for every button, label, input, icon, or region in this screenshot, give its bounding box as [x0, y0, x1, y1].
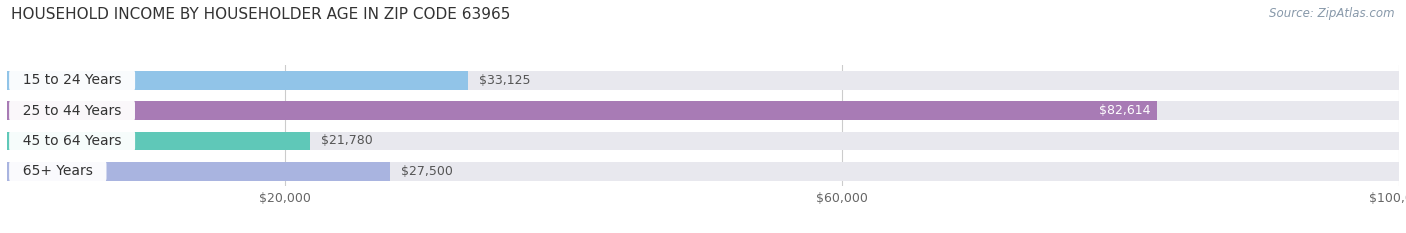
Bar: [7, 71, 1399, 90]
Bar: [7, 101, 1399, 120]
Text: HOUSEHOLD INCOME BY HOUSEHOLDER AGE IN ZIP CODE 63965: HOUSEHOLD INCOME BY HOUSEHOLDER AGE IN Z…: [11, 7, 510, 22]
Text: $21,780: $21,780: [322, 134, 373, 147]
Bar: [7, 71, 468, 90]
Text: Source: ZipAtlas.com: Source: ZipAtlas.com: [1270, 7, 1395, 20]
Bar: [7, 162, 1399, 181]
Bar: [7, 162, 389, 181]
Text: 65+ Years: 65+ Years: [14, 164, 101, 178]
Text: $82,614: $82,614: [1098, 104, 1150, 117]
Text: 45 to 64 Years: 45 to 64 Years: [14, 134, 131, 148]
Text: $27,500: $27,500: [401, 165, 453, 178]
Bar: [7, 101, 1157, 120]
Bar: [7, 132, 1399, 150]
Bar: [7, 132, 311, 150]
Text: $33,125: $33,125: [479, 74, 530, 87]
Text: 15 to 24 Years: 15 to 24 Years: [14, 73, 131, 87]
Text: 25 to 44 Years: 25 to 44 Years: [14, 104, 131, 118]
